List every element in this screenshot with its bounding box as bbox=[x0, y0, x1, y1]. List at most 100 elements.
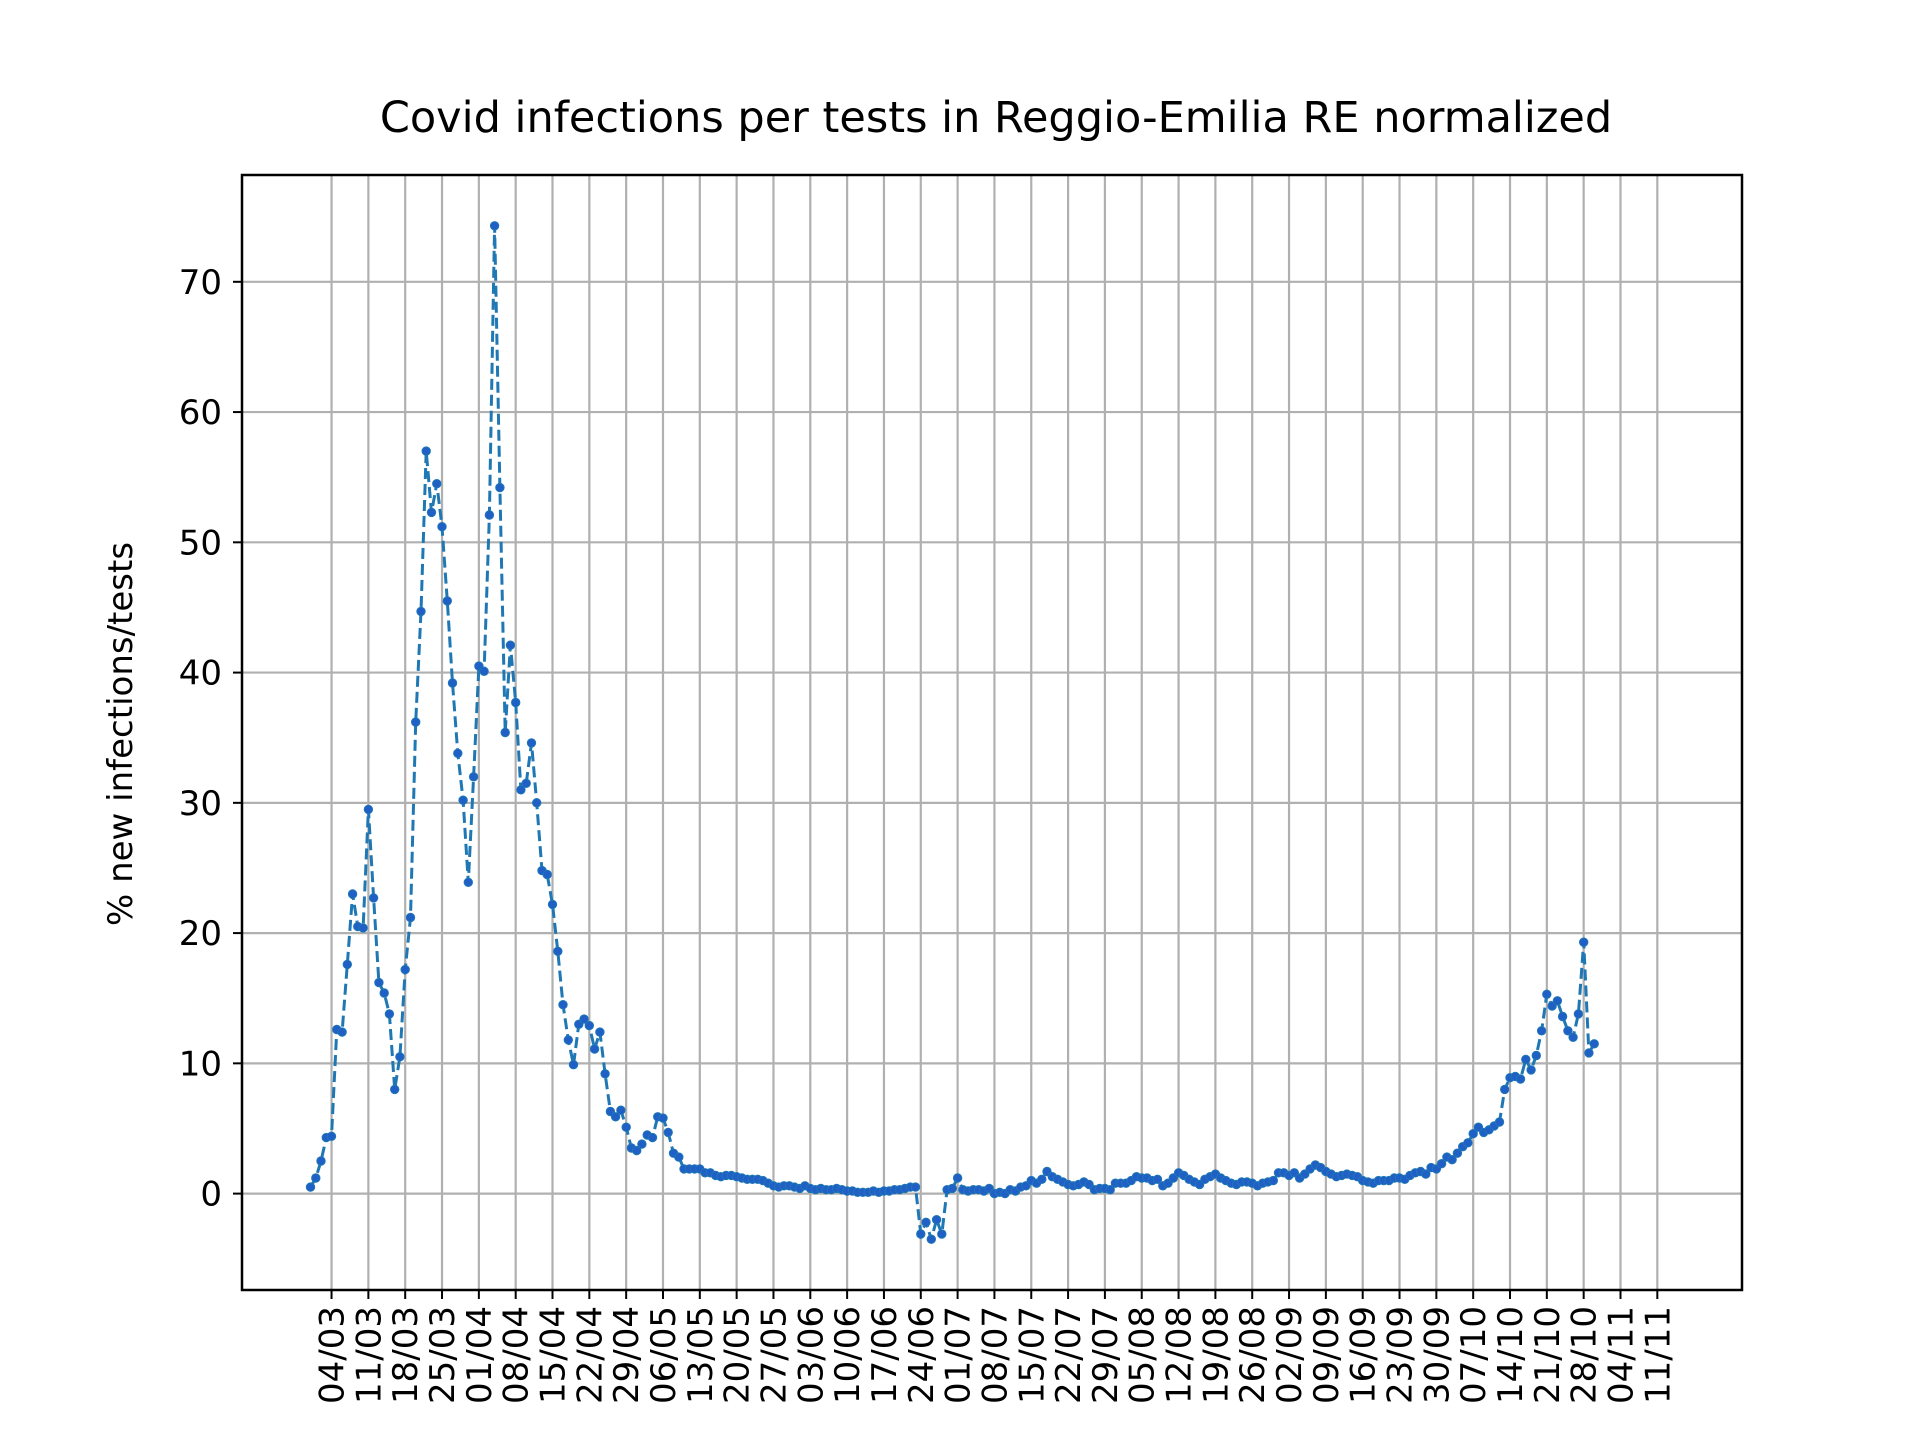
data-point bbox=[363, 804, 374, 815]
data-point bbox=[1515, 1074, 1526, 1084]
y-tick-label: 10 bbox=[179, 1044, 222, 1084]
data-point bbox=[358, 923, 368, 933]
data-point bbox=[674, 1152, 684, 1162]
data-point bbox=[916, 1229, 926, 1239]
data-point bbox=[405, 912, 416, 923]
x-tick-label: 20/05 bbox=[718, 1306, 758, 1404]
y-tick-label: 20 bbox=[179, 914, 222, 954]
x-tick-label: 29/04 bbox=[607, 1306, 647, 1404]
data-point bbox=[447, 678, 458, 688]
data-point bbox=[1447, 1155, 1457, 1165]
data-point bbox=[553, 946, 563, 956]
data-point bbox=[1579, 937, 1589, 947]
x-tick-label: 16/09 bbox=[1344, 1306, 1384, 1404]
data-point bbox=[1463, 1138, 1473, 1148]
data-point bbox=[1037, 1174, 1047, 1185]
data-point bbox=[589, 1044, 600, 1054]
x-tick-label: 13/05 bbox=[681, 1306, 721, 1404]
data-point bbox=[437, 522, 447, 532]
x-tick-label: 17/06 bbox=[865, 1306, 905, 1404]
data-point bbox=[595, 1027, 605, 1037]
x-tick-label: 19/08 bbox=[1196, 1306, 1236, 1404]
data-point bbox=[1568, 1032, 1578, 1043]
x-tick-label: 15/04 bbox=[534, 1306, 574, 1404]
data-point bbox=[374, 977, 384, 988]
x-tick-label: 29/07 bbox=[1086, 1306, 1126, 1404]
data-point bbox=[416, 606, 426, 617]
data-point bbox=[931, 1215, 942, 1225]
data-point bbox=[1542, 989, 1552, 999]
data-point bbox=[1152, 1174, 1163, 1185]
x-tick-label: 21/10 bbox=[1528, 1306, 1568, 1404]
x-tick-label: 18/03 bbox=[386, 1306, 426, 1404]
chart-title: Covid infections per tests in Reggio-Emi… bbox=[380, 93, 1612, 143]
x-tick-label: 22/04 bbox=[570, 1306, 610, 1404]
x-tick-label: 03/06 bbox=[791, 1306, 831, 1404]
data-point bbox=[305, 1182, 316, 1192]
x-tick-label: 22/07 bbox=[1049, 1306, 1089, 1404]
data-point bbox=[516, 785, 526, 795]
data-point bbox=[505, 640, 516, 650]
data-point bbox=[526, 738, 537, 748]
x-tick-label: 11/11 bbox=[1638, 1306, 1678, 1404]
data-point bbox=[1552, 996, 1563, 1006]
x-tick-label: 15/07 bbox=[1012, 1306, 1052, 1404]
data-point bbox=[1536, 1026, 1547, 1036]
data-point bbox=[663, 1127, 673, 1138]
data-point bbox=[400, 964, 410, 975]
data-point bbox=[311, 1173, 321, 1183]
x-tick-label: 23/09 bbox=[1381, 1306, 1421, 1404]
data-point bbox=[647, 1132, 658, 1143]
y-tick-label: 70 bbox=[179, 263, 222, 303]
data-point bbox=[947, 1183, 957, 1194]
data-point bbox=[600, 1069, 610, 1079]
data-point bbox=[1589, 1039, 1599, 1049]
data-point bbox=[442, 596, 452, 606]
data-point bbox=[326, 1131, 337, 1142]
x-tick-label: 27/05 bbox=[754, 1306, 794, 1404]
data-point bbox=[337, 1027, 347, 1037]
data-point bbox=[616, 1105, 626, 1115]
data-point bbox=[1436, 1159, 1447, 1169]
x-tick-label: 07/10 bbox=[1454, 1306, 1494, 1404]
x-tick-label: 14/10 bbox=[1491, 1306, 1531, 1404]
data-point bbox=[1494, 1117, 1505, 1127]
data-point bbox=[621, 1122, 631, 1132]
x-tick-label: 01/07 bbox=[939, 1306, 979, 1404]
data-point bbox=[563, 1035, 573, 1045]
y-tick-label: 40 bbox=[179, 654, 222, 694]
data-point bbox=[521, 778, 531, 788]
x-tick-label: 04/03 bbox=[313, 1306, 353, 1404]
x-tick-label: 11/03 bbox=[349, 1306, 389, 1404]
grid bbox=[242, 175, 1742, 1290]
data-point bbox=[937, 1229, 947, 1239]
x-tick-label: 12/08 bbox=[1160, 1306, 1200, 1404]
data-point bbox=[316, 1156, 326, 1166]
data-point bbox=[1521, 1054, 1531, 1065]
data-point bbox=[453, 748, 463, 758]
data-point bbox=[1557, 1011, 1568, 1022]
data-point bbox=[910, 1182, 921, 1192]
data-point bbox=[568, 1060, 579, 1070]
data-point bbox=[468, 772, 479, 782]
data-point bbox=[495, 482, 505, 493]
data-point bbox=[463, 877, 473, 887]
data-point bbox=[432, 479, 442, 489]
data-point bbox=[658, 1113, 668, 1123]
plot-frame bbox=[240, 173, 1744, 1292]
y-axis-ticks: 0 10 20 30 40 50 60 70 bbox=[179, 263, 242, 1215]
data-point bbox=[547, 899, 558, 910]
x-axis-ticks: 04/0311/0318/0325/0301/0408/0415/0422/04… bbox=[313, 1290, 1678, 1404]
data-point bbox=[1584, 1048, 1594, 1058]
data-point bbox=[379, 988, 389, 998]
data-point bbox=[511, 697, 521, 708]
data-point bbox=[637, 1139, 647, 1149]
data-point bbox=[1105, 1185, 1115, 1195]
data-point bbox=[1500, 1084, 1510, 1095]
data-point bbox=[500, 727, 510, 738]
data-point bbox=[411, 717, 421, 727]
data-point bbox=[426, 507, 437, 518]
x-tick-label: 05/08 bbox=[1123, 1306, 1163, 1404]
data-point bbox=[1452, 1148, 1463, 1158]
